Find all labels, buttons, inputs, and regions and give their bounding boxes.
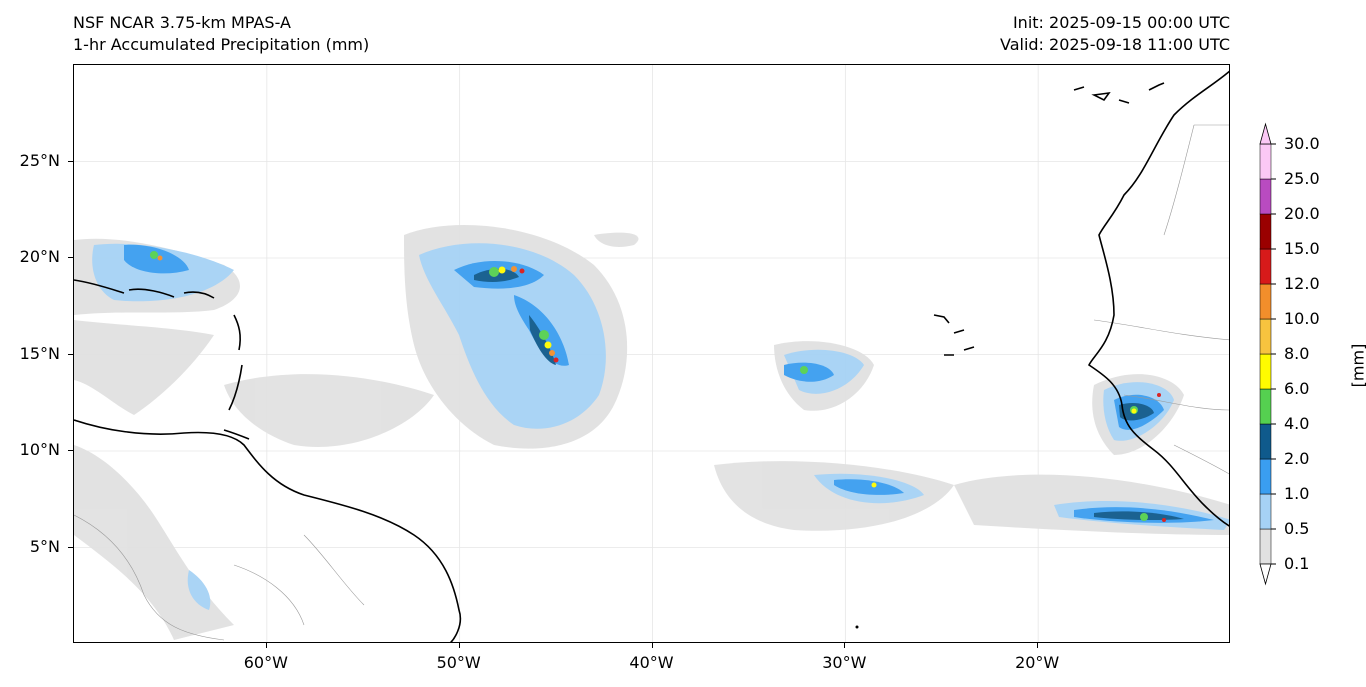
lat-label: 10°N (19, 440, 60, 459)
lon-tick (651, 643, 653, 648)
lat-label: 25°N (19, 150, 60, 170)
precip-field (74, 225, 1229, 640)
chart-title-block: NSF NCAR 3.75-km MPAS-A 1-hr Accumulated… (73, 12, 369, 56)
colorbar-segment (1259, 528, 1272, 565)
colorbar-level-label: 10.0 (1284, 309, 1320, 328)
colorbar-segment (1259, 423, 1272, 460)
colorbar-level-label: 30.0 (1284, 134, 1320, 153)
colorbar-level-label: 8.0 (1284, 344, 1310, 363)
model-title: NSF NCAR 3.75-km MPAS-A (73, 13, 291, 32)
colorbar-segment (1259, 143, 1272, 180)
colorbar-min-extension (1259, 563, 1272, 586)
lat-tick (68, 546, 73, 548)
lat-label: 5°N (29, 536, 60, 556)
island-marker (855, 625, 859, 629)
colorbar-level-label: 20.0 (1284, 204, 1320, 223)
colorbar-segment (1259, 458, 1272, 495)
colorbar-segment (1259, 353, 1272, 390)
colorbar-unit-label: [mm] (1348, 343, 1366, 388)
colorbar (1259, 122, 1276, 586)
lat-tick (68, 160, 73, 162)
lat-label: 15°N (19, 343, 60, 363)
field-title: 1-hr Accumulated Precipitation (mm) (73, 35, 370, 54)
lon-label: 20°W (1015, 653, 1060, 672)
map-frame (73, 64, 1230, 643)
lon-tick (265, 643, 267, 648)
coastlines (74, 70, 1229, 642)
lon-tick (458, 643, 460, 648)
colorbar-level-label: 0.5 (1284, 519, 1310, 538)
lon-label: 30°W (822, 653, 867, 672)
colorbar-segment (1259, 248, 1272, 285)
lon-label: 50°W (436, 653, 481, 672)
colorbar-level-label: 1.0 (1284, 484, 1310, 503)
gridlines (74, 65, 1229, 642)
lon-tick (1037, 643, 1039, 648)
colorbar-level-label: 12.0 (1284, 274, 1320, 293)
lat-tick (68, 450, 73, 451)
colorbar-level-label: 25.0 (1284, 169, 1320, 188)
colorbar-segment (1259, 178, 1272, 215)
colorbar-level-label: 0.1 (1284, 554, 1310, 573)
colorbar-level-label: 15.0 (1284, 239, 1320, 258)
lat-label: 20°N (19, 247, 60, 266)
country-borders (74, 124, 1229, 641)
colorbar-segment (1259, 318, 1272, 355)
valid-time: Valid: 2025-09-18 11:00 UTC (999, 35, 1230, 54)
colorbar-level-label: 4.0 (1284, 414, 1310, 433)
colorbar-segment (1259, 213, 1272, 250)
colorbar-level-label: 2.0 (1284, 449, 1310, 468)
time-info-block: Init: 2025-09-15 00:00 UTC Valid: 2025-0… (1000, 12, 1230, 56)
colorbar-max-extension (1259, 122, 1272, 145)
colorbar-level-label: 6.0 (1284, 379, 1310, 398)
lat-tick (68, 257, 73, 258)
colorbar-segment (1259, 388, 1272, 425)
lon-label: 40°W (629, 653, 674, 672)
lon-label: 60°W (243, 653, 288, 672)
colorbar-segment (1259, 493, 1272, 530)
lat-tick (68, 353, 73, 355)
colorbar-segment (1259, 283, 1272, 320)
precipitation-map (74, 65, 1229, 642)
lon-tick (844, 643, 846, 648)
init-time: Init: 2025-09-15 00:00 UTC (1012, 13, 1230, 32)
